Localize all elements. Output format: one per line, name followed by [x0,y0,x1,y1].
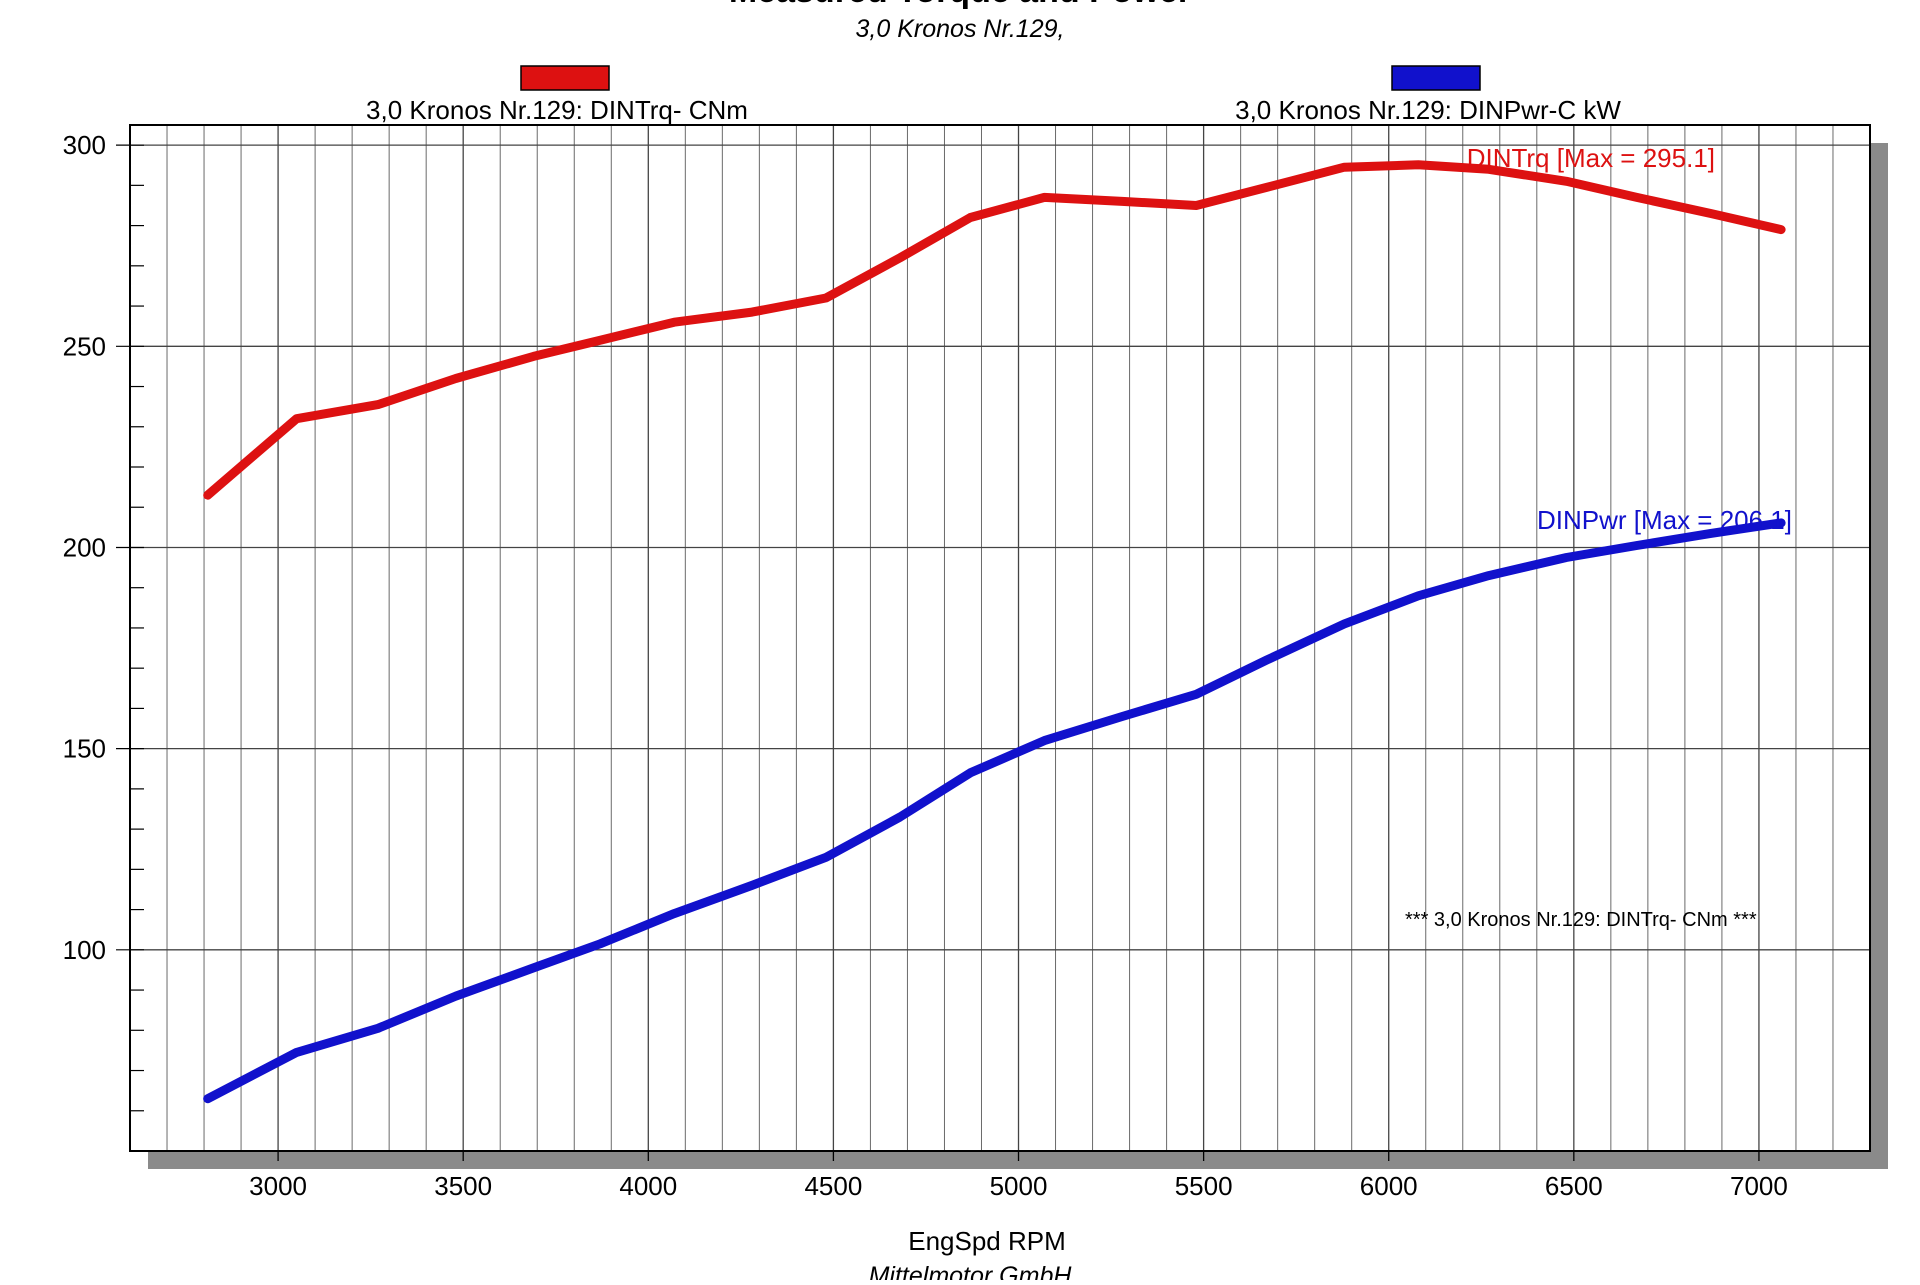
y-tick-label: 300 [63,130,106,160]
x-tick-label: 7000 [1730,1171,1788,1201]
chart-annotation: *** 3,0 Kronos Nr.129: DINTrq- CNm *** [1405,909,1757,931]
x-tick-label: 5000 [990,1171,1048,1201]
x-tick-label: 6000 [1360,1171,1418,1201]
ticks-layer: 3000 3500 4000 4500 5000 5500 6000 6500 7000 100 1… [63,130,1788,1201]
legend-swatch-torque [520,65,610,91]
y-tick-label: 100 [63,935,106,965]
y-tick-label: 150 [63,734,106,764]
x-tick-label: 6500 [1545,1171,1603,1201]
x-tick-label: 4500 [804,1171,862,1201]
x-tick-label: 3500 [434,1171,492,1201]
footer-text: Mittelmotor GmbH [869,1262,1073,1280]
max-label-torque: DINTrq [Max = 295.1] [1467,143,1715,173]
torque-series-line [203,160,1786,500]
y-tick-label: 250 [63,331,106,361]
plot-area [130,125,1870,1151]
legend-swatch-power [1391,65,1481,91]
x-axis-label: EngSpd RPM [908,1226,1066,1256]
x-tick-label: 3000 [249,1171,307,1201]
max-label-power: DINPwr [Max = 206.1] [1537,505,1792,535]
x-tick-label: 5500 [1175,1171,1233,1201]
series-layer [203,160,1786,1104]
x-tick-label: 4000 [619,1171,677,1201]
chart-subtitle: 3,0 Kronos Nr.129, [856,15,1065,43]
legend-label-power: 3,0 Kronos Nr.129: DINPwr-C kW [1235,95,1621,125]
power-series-line [203,518,1786,1104]
chart-title: Measured Torque and Power [729,0,1191,10]
legend-label-torque: 3,0 Kronos Nr.129: DINTrq- CNm [366,95,748,125]
y-tick-label: 200 [63,532,106,562]
plot-frame [129,124,1871,1152]
